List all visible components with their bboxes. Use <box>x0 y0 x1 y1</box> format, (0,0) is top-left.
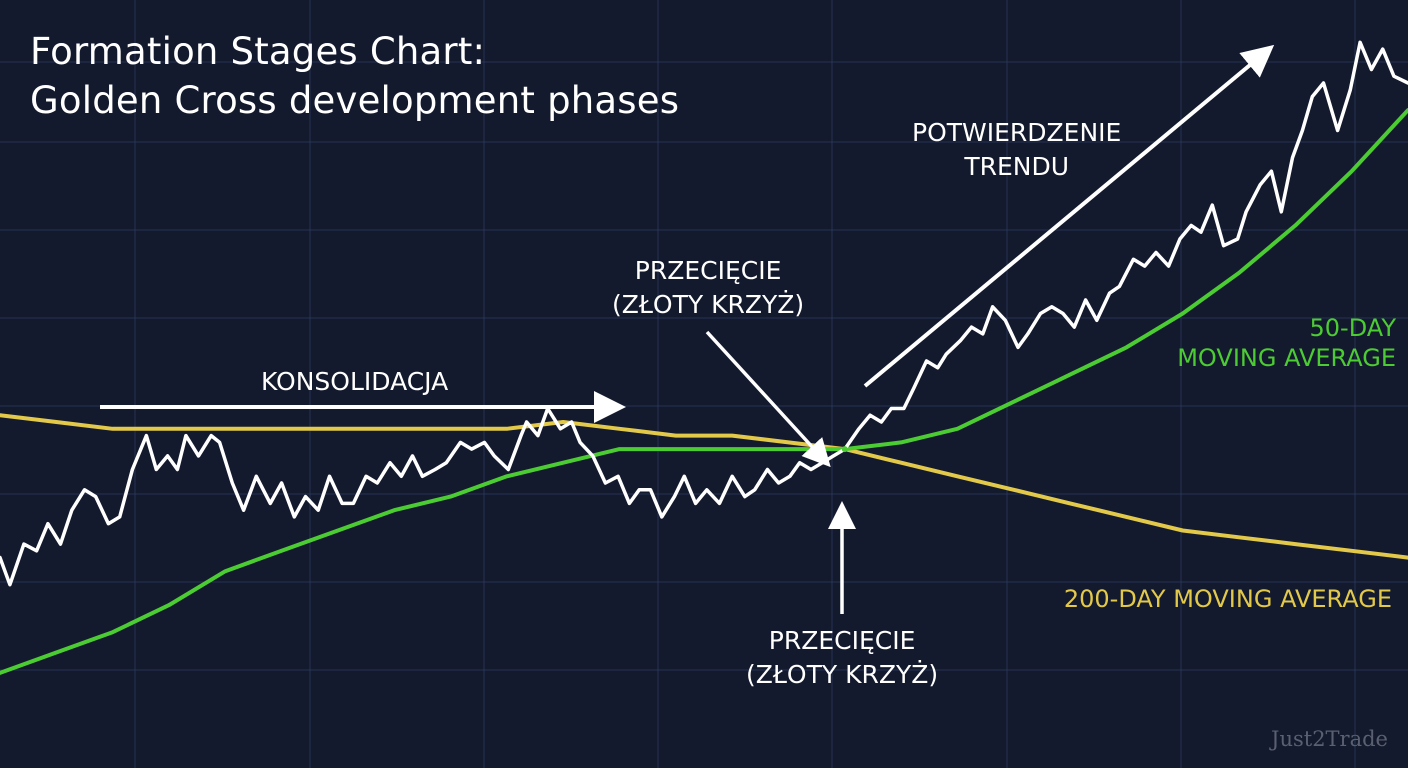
annotation-arrows <box>100 44 1275 614</box>
trend-confirmation-line-1: POTWIERDZENIE <box>912 118 1122 147</box>
ma50-legend-label: 50-DAY MOVING AVERAGE <box>1177 313 1396 373</box>
golden-cross-point <box>841 446 848 453</box>
ma50-legend-line-2: MOVING AVERAGE <box>1177 344 1396 372</box>
price-line <box>0 40 1408 587</box>
golden-cross-label-top: PRZECIĘCIE (ZŁOTY KRZYŻ) <box>612 254 804 322</box>
consolidation-label: KONSOLIDACJA <box>261 365 448 399</box>
trend-confirmation-label: POTWIERDZENIE TRENDU <box>912 116 1121 184</box>
ma50-legend-line-1: 50-DAY <box>1309 314 1396 342</box>
golden-cross-top-line-1: PRZECIĘCIE <box>634 256 782 285</box>
consolidation-label-text: KONSOLIDACJA <box>261 367 449 396</box>
chart-title-line-2: Golden Cross development phases <box>30 79 680 122</box>
chart-title-line-1: Formation Stages Chart: <box>30 30 486 73</box>
cross-top-arrow <box>705 330 831 468</box>
trend-confirmation-line-2: TRENDU <box>964 152 1069 181</box>
ma50-line <box>0 108 1408 675</box>
ma200-legend-label: 200-DAY MOVING AVERAGE <box>1064 584 1392 614</box>
ma200-line <box>0 413 1408 560</box>
trend-arrow <box>863 44 1275 388</box>
ma200-legend-text: 200-DAY MOVING AVERAGE <box>1063 585 1392 613</box>
golden-cross-top-line-2: (ZŁOTY KRZYŻ) <box>612 290 805 319</box>
golden-cross-bottom-line-1: PRZECIĘCIE <box>768 626 916 655</box>
series-layer <box>0 40 1408 675</box>
golden-cross-label-bottom: PRZECIĘCIE (ZŁOTY KRZYŻ) <box>746 624 938 692</box>
watermark: Just2Trade <box>1271 727 1388 751</box>
golden-cross-bottom-line-2: (ZŁOTY KRZYŻ) <box>746 660 939 689</box>
